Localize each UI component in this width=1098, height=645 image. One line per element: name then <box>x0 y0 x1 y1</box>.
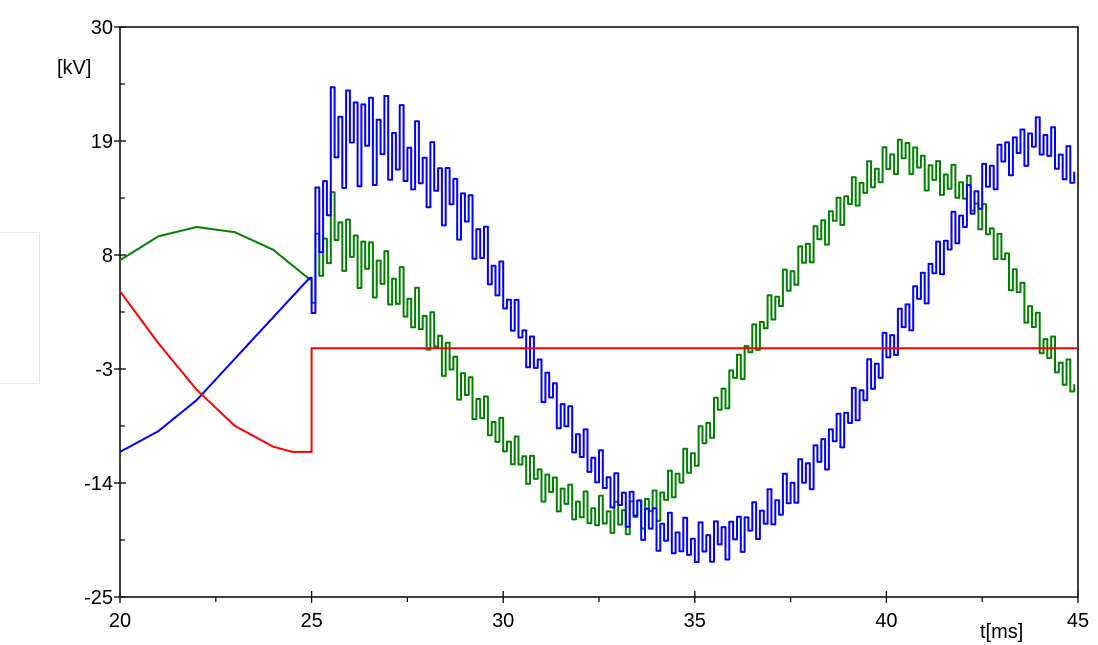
y-tick-label: -25 <box>84 587 113 609</box>
x-tick-label: 25 <box>300 610 322 632</box>
y-tick-label: -3 <box>95 359 113 381</box>
y-tick-label: -14 <box>84 473 113 495</box>
y-axis-label: [kV] <box>57 57 91 79</box>
series-line-3 <box>119 290 1078 453</box>
x-tick-label: 45 <box>1067 610 1089 632</box>
y-tick-label: 30 <box>91 17 113 39</box>
series-line-1 <box>119 138 1076 536</box>
x-axis-label: t[ms] <box>980 621 1023 643</box>
x-tick-label: 40 <box>875 610 897 632</box>
y-tick-label: 8 <box>102 245 113 267</box>
x-tick-label: 30 <box>492 610 514 632</box>
series-line-2 <box>119 86 1076 563</box>
x-tick-label: 35 <box>684 610 706 632</box>
x-tick-label: 20 <box>109 610 131 632</box>
side-panel-tab[interactable] <box>0 232 40 384</box>
y-tick-label: 19 <box>91 131 113 153</box>
